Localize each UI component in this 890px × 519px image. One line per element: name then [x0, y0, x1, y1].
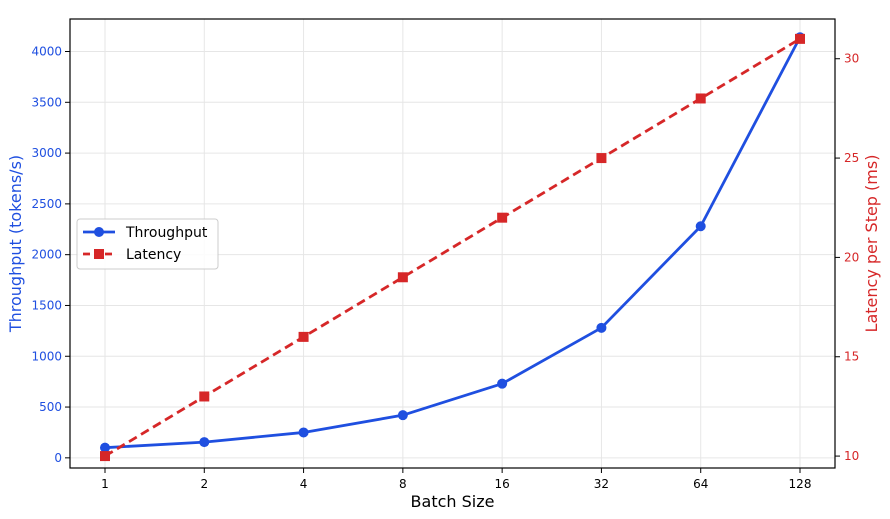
x-tick-label: 1	[101, 477, 109, 491]
x-tick-label: 64	[693, 477, 708, 491]
latency-point	[298, 331, 309, 342]
left-y-tick-label: 500	[39, 400, 62, 414]
latency-line	[104, 37, 801, 458]
left-y-tick-label: 0	[54, 451, 62, 465]
latency-point	[397, 272, 408, 283]
throughput-point	[397, 410, 408, 421]
x-tick-label: 128	[789, 477, 812, 491]
axes: 1 2 4 8 16 32 64 128 0 500 1000 1500 2000 2500 3000 350…	[31, 45, 859, 491]
throughput-point	[298, 427, 309, 438]
legend-throughput-marker	[94, 227, 104, 237]
throughput-point	[497, 378, 508, 389]
left-y-tick-label: 3000	[31, 146, 62, 160]
x-tick-label: 16	[495, 477, 510, 491]
left-y-tick-label: 4000	[31, 45, 62, 59]
legend-throughput-label: Throughput	[125, 225, 208, 241]
latency-point	[695, 93, 706, 104]
legend: Throughput Latency	[76, 218, 219, 270]
right-y-tick-label: 30	[844, 52, 859, 66]
right-y-tick-label: 25	[844, 151, 859, 165]
right-y-tick-label: 20	[844, 250, 859, 264]
plot-frame	[69, 18, 836, 469]
x-tick-label: 32	[594, 477, 609, 491]
left-y-tick-label: 1500	[31, 298, 62, 312]
left-y-tick-label: 2000	[31, 248, 62, 262]
x-tick-label: 8	[399, 477, 407, 491]
x-tick-label: 2	[200, 477, 208, 491]
throughput-point	[199, 437, 210, 448]
latency-point	[596, 153, 607, 164]
left-y-axis-title: Throughput (tokens/s)	[6, 155, 25, 333]
latency-point	[100, 451, 110, 462]
throughput-point	[596, 322, 607, 333]
latency-point	[795, 33, 805, 44]
left-y-tick-label: 1000	[31, 349, 62, 363]
x-tick-label: 4	[300, 477, 308, 491]
series-layer	[100, 32, 805, 462]
left-y-tick-label: 3500	[31, 95, 62, 109]
x-axis-title: Batch Size	[411, 492, 495, 511]
right-y-axis-title: Latency per Step (ms)	[862, 155, 881, 333]
throughput-point	[695, 221, 706, 232]
grid	[70, 19, 835, 468]
right-y-tick-label: 15	[844, 350, 859, 364]
left-y-tick-label: 2500	[31, 197, 62, 211]
latency-point	[497, 212, 508, 223]
throughput-point	[100, 442, 110, 453]
legend-latency-label: Latency	[126, 247, 181, 263]
throughput-line	[104, 36, 802, 450]
right-y-tick-label: 10	[844, 449, 859, 463]
latency-point	[199, 391, 210, 402]
legend-latency-marker	[94, 249, 104, 259]
